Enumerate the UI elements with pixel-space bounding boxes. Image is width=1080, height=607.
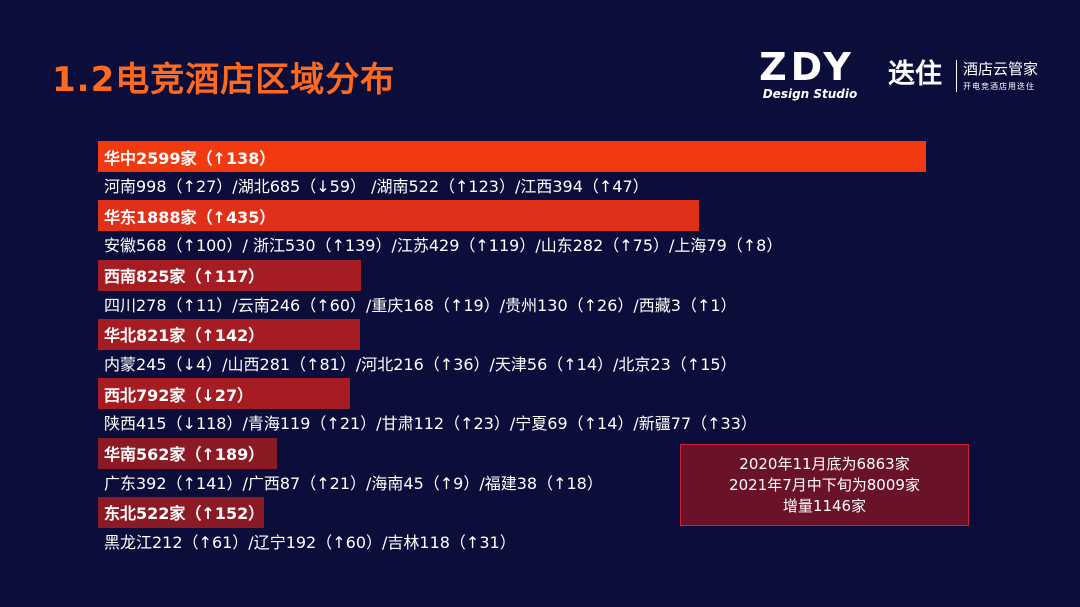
- province-detail-line: 广东392（↑141）/广西87（↑21）/海南45（↑9）/福建38（↑18）: [104, 473, 603, 493]
- summary-note-line: 增量1146家: [782, 496, 867, 515]
- bar-label: 东北522家（↑152）: [104, 504, 265, 524]
- bar-4: 西北792家（↓27）: [98, 378, 351, 410]
- bar-label: 西南825家（↑117）: [104, 267, 265, 287]
- province-detail-line: 黑龙江212（↑61）/辽宁192（↑60）/吉林118（↑31）: [104, 532, 516, 552]
- province-detail-line: 河南998（↑27）/湖北685（↓59） /湖南522（↑123）/江西394…: [104, 177, 649, 196]
- bar-1: 华东1888家（↑435）: [98, 200, 700, 232]
- brand-logo: 迭住: [888, 59, 942, 90]
- summary-note-box: 2020年11月底为6863家 2021年7月中下旬为8009家 增量1146家: [680, 444, 969, 526]
- zdy-logo-text: ZDY: [759, 45, 855, 89]
- bar-label: 西北792家（↓27）: [104, 385, 254, 405]
- province-detail-line: 四川278（↑11）/云南246（↑60）/重庆168（↑19）/贵州130（↑…: [104, 295, 737, 315]
- bar-5: 华南562家（↑189）: [98, 437, 278, 469]
- province-detail-line: 内蒙245（↓4）/山西281（↑81）/河北216（↑36）/天津56（↑14…: [104, 354, 737, 374]
- page-title: 1.2电竞酒店区域分布: [52, 60, 396, 100]
- bar-2: 西南825家（↑117）: [98, 259, 361, 291]
- brand-divider: [956, 60, 957, 92]
- zdy-logo: ZDY Design Studio: [742, 48, 878, 104]
- brand-name: 酒店云管家: [963, 60, 1039, 78]
- bar-0: 华中2599家（↑138）: [98, 141, 926, 172]
- zdy-logo-subtitle: Design Studio: [762, 87, 858, 101]
- summary-note-line: 2021年7月中下旬为8009家: [729, 475, 920, 494]
- province-detail-line: 安徽568（↑100）/ 浙江530（↑139）/江苏429（↑119）/山东2…: [104, 236, 783, 256]
- bar-label: 华北821家（↑142）: [104, 326, 265, 346]
- bar-label: 华南562家（↑189）: [104, 445, 265, 464]
- summary-note-line: 2020年11月底为6863家: [739, 454, 910, 473]
- bar-6: 东北522家（↑152）: [98, 496, 265, 528]
- brand-tagline: 开电竞酒店用迭住: [963, 82, 1035, 91]
- bar-3: 华北821家（↑142）: [98, 318, 360, 350]
- bar-label: 华东1888家（↑435）: [104, 207, 276, 227]
- bar-label: 华中2599家（↑138）: [104, 148, 276, 168]
- province-detail-line: 陕西415（↓118）/青海119（↑21）/甘肃112（↑23）/宁夏69（↑…: [104, 414, 757, 434]
